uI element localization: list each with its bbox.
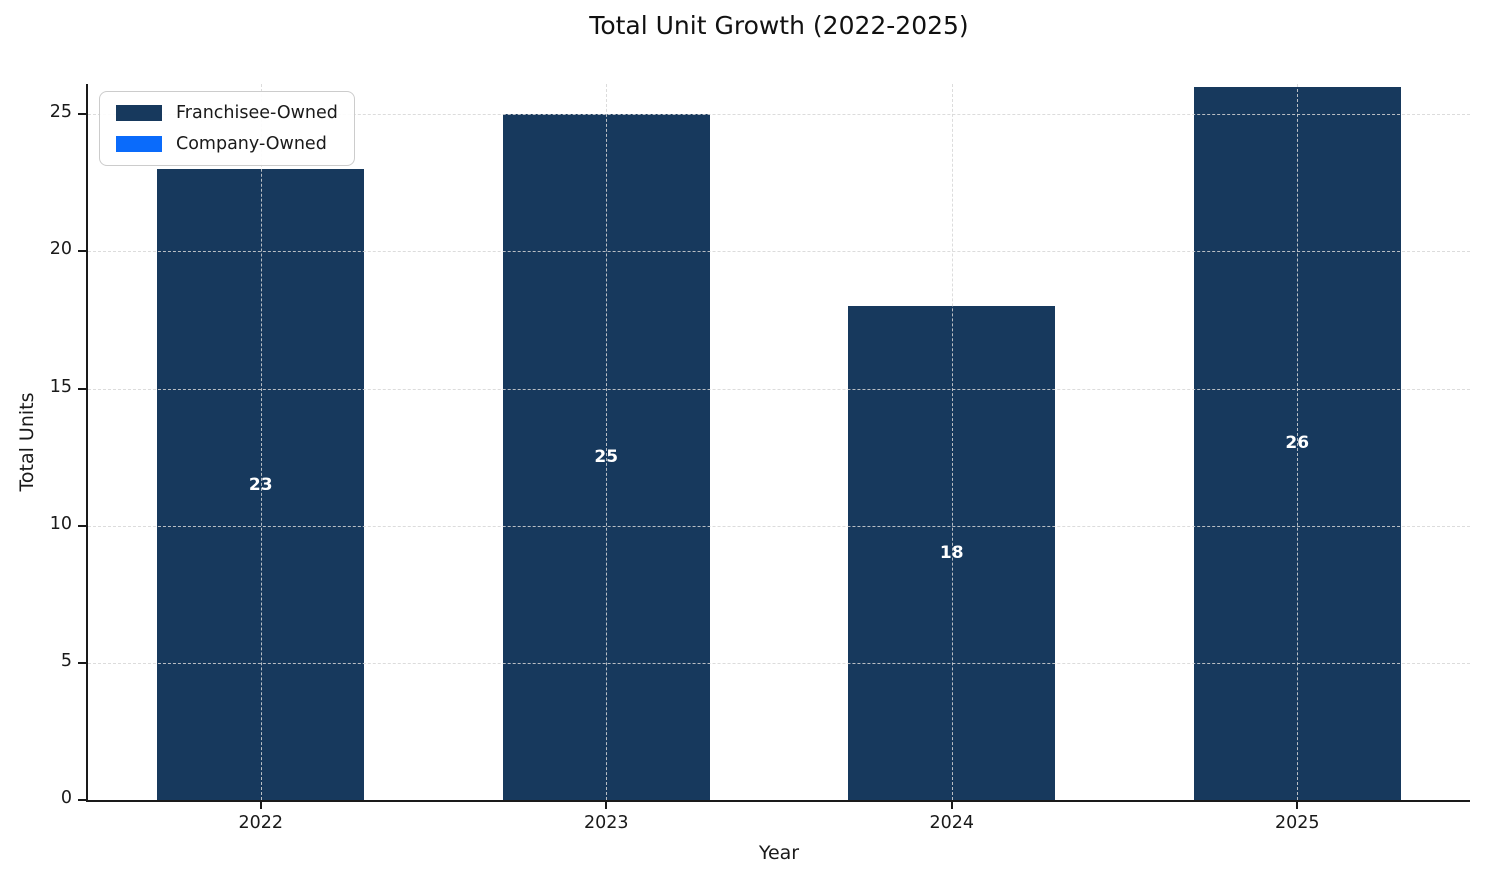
v-gridline-2025 <box>1297 84 1299 800</box>
y-axis-label: Total Units <box>16 392 38 492</box>
v-gridline-2024 <box>951 84 953 800</box>
h-gridline-5 <box>88 662 1470 664</box>
y-tick-mark-25 <box>78 113 86 116</box>
y-tick-label-15: 15 <box>49 376 72 397</box>
x-tick-mark-2025 <box>1296 802 1299 809</box>
y-tick-label-25: 25 <box>49 102 72 123</box>
x-tick-mark-2022 <box>259 802 262 809</box>
y-tick-mark-15 <box>78 387 86 390</box>
v-gridline-2022 <box>260 84 262 800</box>
x-tick-mark-2024 <box>950 802 953 809</box>
legend-item-company-owned: Company-Owned <box>116 134 338 154</box>
bar-value-label-2024: 18 <box>939 543 964 564</box>
y-tick-label-0: 0 <box>60 788 72 808</box>
h-gridline-20 <box>88 251 1470 253</box>
company-owned-swatch <box>116 136 162 152</box>
h-gridline-25 <box>88 114 1470 116</box>
y-tick-mark-10 <box>78 524 86 527</box>
bar-value-label-2022: 23 <box>248 474 273 495</box>
y-tick-label-5: 5 <box>60 650 72 671</box>
x-tick-label-2022: 2022 <box>238 813 284 833</box>
x-axis-label: Year <box>758 842 800 864</box>
legend-label: Company-Owned <box>176 134 327 154</box>
y-tick-label-20: 20 <box>49 239 72 260</box>
bar-value-label-2025: 26 <box>1285 433 1310 454</box>
h-gridline-10 <box>88 525 1470 527</box>
y-tick-mark-0 <box>78 799 86 801</box>
y-tick-mark-20 <box>78 250 86 253</box>
legend-label: Franchisee-Owned <box>176 103 338 123</box>
legend: Franchisee-Owned Company-Owned <box>99 91 355 166</box>
x-tick-label-2023: 2023 <box>583 813 629 833</box>
legend-item-franchisee-owned: Franchisee-Owned <box>116 103 338 123</box>
x-tick-mark-2023 <box>605 802 608 809</box>
h-gridline-15 <box>88 388 1470 390</box>
franchisee-owned-swatch <box>116 105 162 121</box>
x-tick-label-2025: 2025 <box>1274 813 1320 833</box>
y-axis-spine <box>86 84 88 800</box>
y-tick-mark-5 <box>78 661 86 664</box>
x-axis-spine <box>86 800 1470 802</box>
chart-title: Total Unit Growth (2022-2025) <box>589 11 969 40</box>
v-gridline-2023 <box>606 84 608 800</box>
bar-value-label-2023: 25 <box>594 447 619 468</box>
x-tick-label-2024: 2024 <box>929 813 975 833</box>
y-tick-label-10: 10 <box>49 513 72 534</box>
plot-area: 23 25 18 26 <box>88 84 1470 800</box>
